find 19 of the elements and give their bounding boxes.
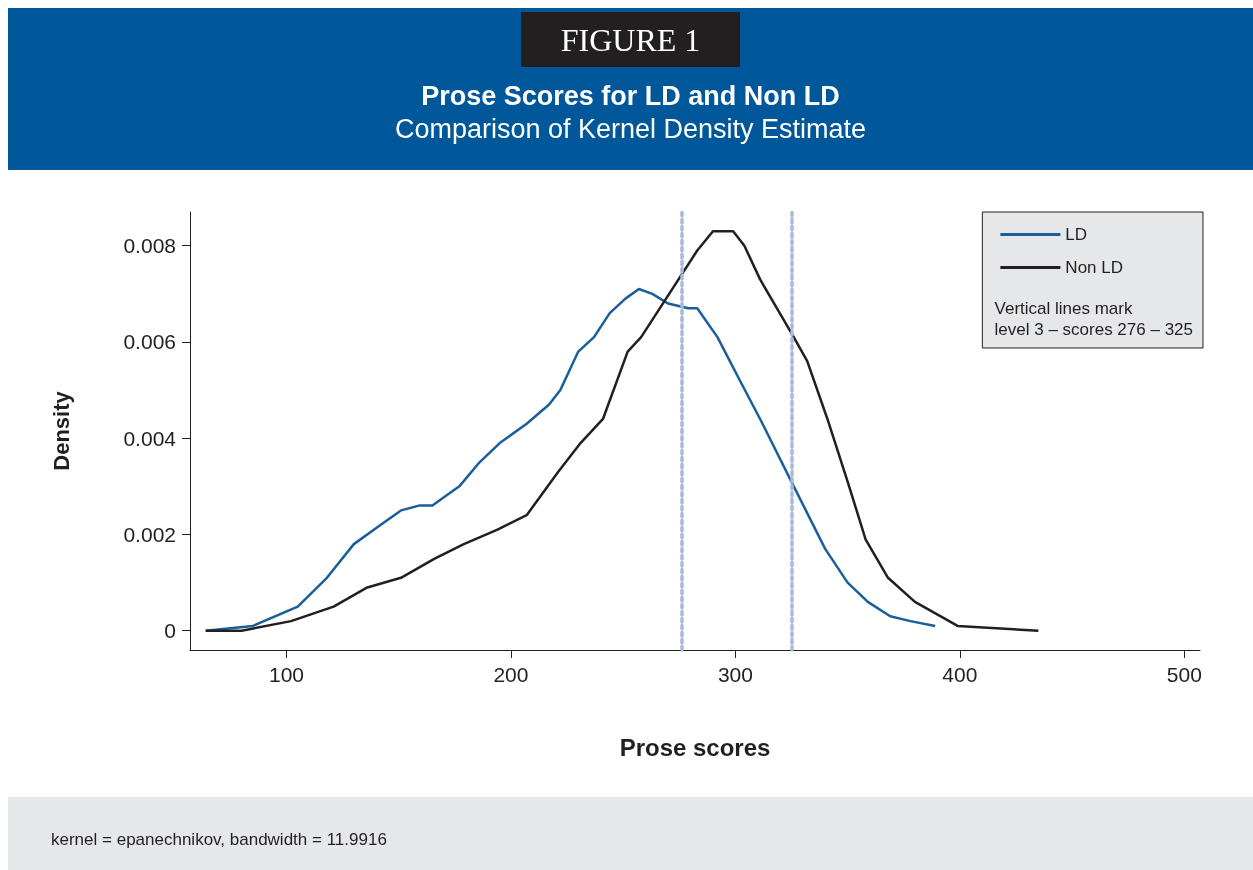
x-axis-title: Prose scores: [619, 733, 771, 761]
y-axis-title: Density: [48, 390, 74, 471]
x-tick-label: 300: [717, 663, 753, 686]
caption: FIGURE 1: [520, 12, 741, 67]
y-tick-label: 0.004: [123, 426, 177, 450]
x-tick-label: 200: [493, 663, 529, 686]
y-tick-label: 0: [164, 619, 176, 643]
legend-label: LD: [1065, 225, 1088, 244]
annotation: Vertical lines mark level 3 – scores 276 – 325: [994, 299, 1194, 339]
y-tick-label: 0.006: [123, 330, 176, 354]
y-tick-label: 0.002: [123, 522, 176, 546]
chart-title: Prose Scores for LD and Non LD: [420, 81, 841, 112]
y-tick-label: 0.008: [123, 234, 176, 258]
x-tick-label: 500: [1166, 663, 1202, 686]
x-tick-label: 400: [942, 663, 978, 686]
x-tick-label: 100: [268, 663, 305, 686]
legend-label: Non LD: [1065, 258, 1123, 277]
text: kernel = epanechnikov, bandwidth = 11.9916: [8, 797, 1253, 870]
chart-subtitle: Comparison of Kernel Density Estimate: [393, 114, 868, 145]
